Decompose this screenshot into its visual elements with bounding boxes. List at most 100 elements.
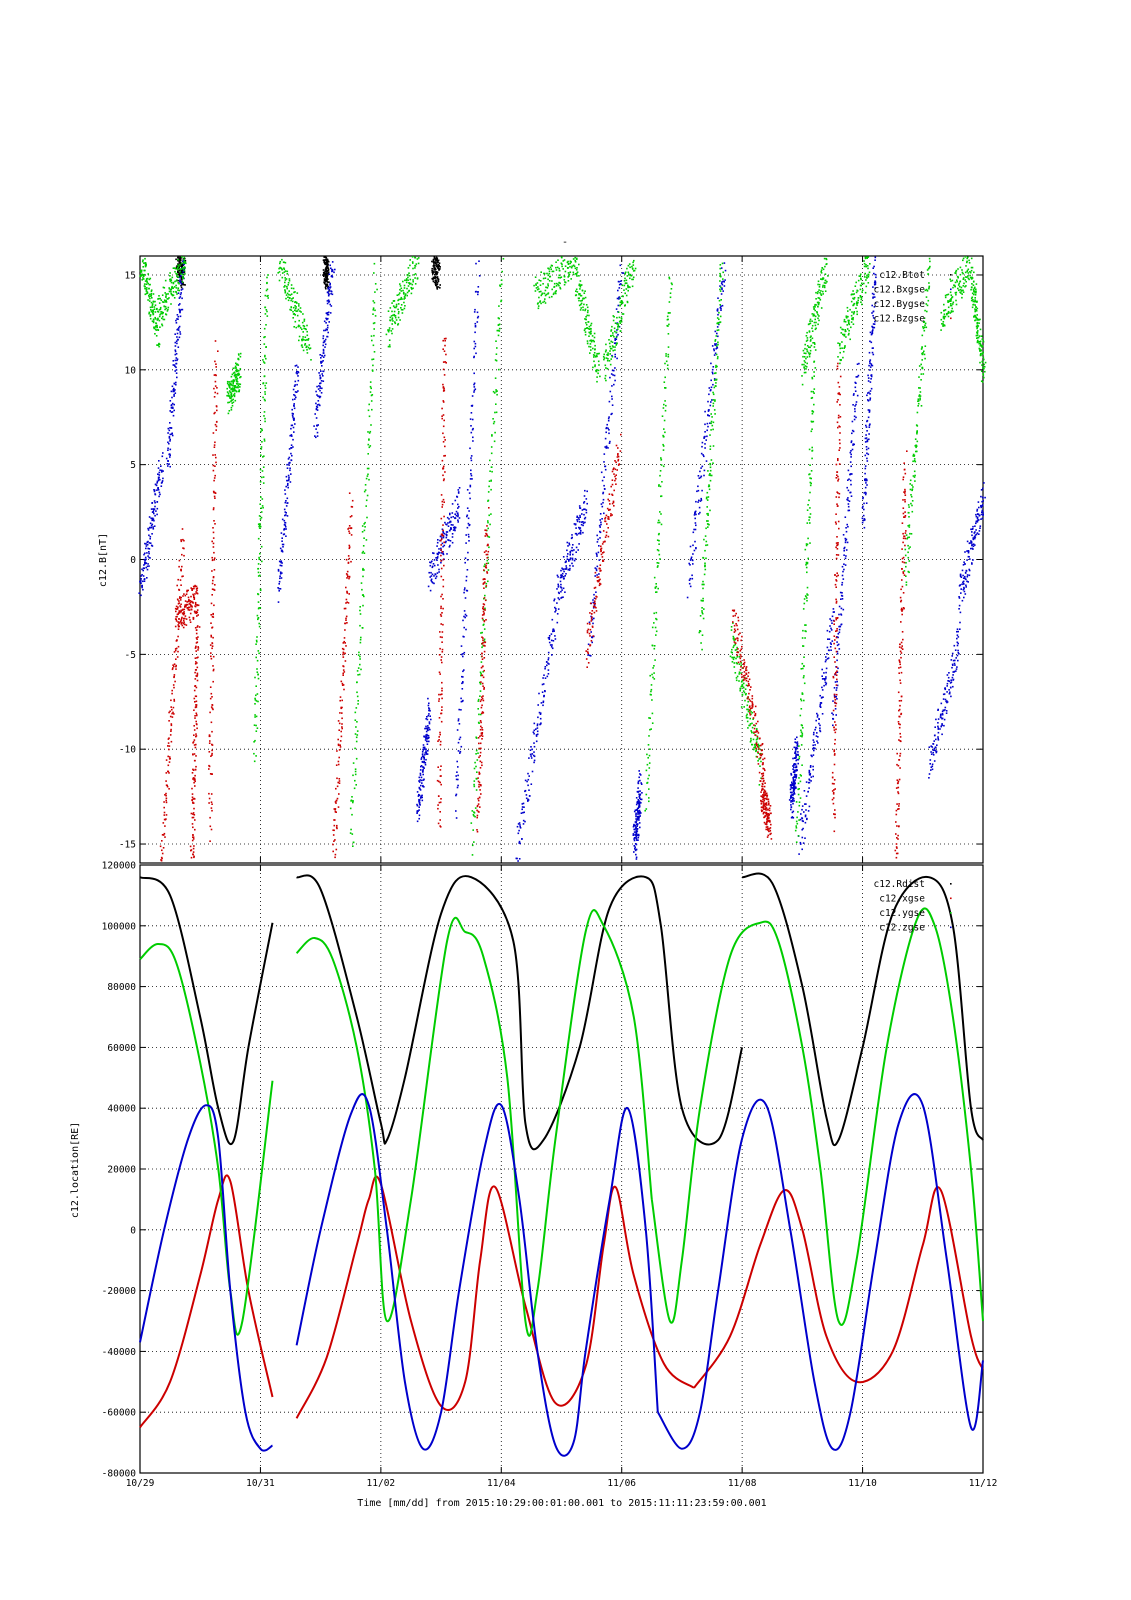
data-point — [168, 437, 171, 439]
data-point — [933, 740, 935, 742]
data-point — [365, 505, 367, 507]
data-point — [615, 338, 618, 340]
data-point — [864, 518, 866, 521]
data-point — [435, 283, 438, 286]
data-point — [487, 527, 489, 530]
data-point — [450, 524, 453, 526]
data-point — [462, 655, 464, 658]
data-point — [354, 733, 357, 735]
data-point — [647, 777, 649, 780]
data-point — [712, 445, 715, 447]
data-point — [490, 466, 493, 468]
data-point — [367, 467, 370, 470]
data-point — [984, 496, 986, 499]
data-point — [527, 778, 530, 781]
data-point — [471, 428, 474, 431]
data-point — [174, 349, 177, 351]
data-point — [370, 400, 373, 402]
data-point — [300, 344, 303, 347]
data-point — [793, 784, 796, 786]
data-point — [791, 784, 793, 786]
data-point — [605, 445, 608, 448]
data-point — [529, 795, 531, 797]
data-point — [619, 320, 622, 322]
data-point — [432, 261, 435, 263]
data-point — [174, 341, 177, 344]
data-point — [326, 269, 328, 272]
data-point — [825, 676, 827, 678]
data-point — [150, 310, 153, 313]
data-point — [322, 335, 325, 337]
data-point — [143, 283, 146, 285]
data-point — [736, 646, 738, 649]
data-point — [640, 798, 642, 801]
data-point — [470, 822, 473, 824]
data-point — [448, 518, 450, 520]
data-point — [614, 356, 616, 358]
data-point — [414, 264, 416, 267]
data-point — [460, 709, 462, 711]
data-point — [596, 565, 599, 568]
data-point — [701, 612, 704, 615]
data-point — [394, 322, 397, 325]
data-point — [178, 266, 180, 269]
data-point — [428, 736, 430, 739]
data-point — [705, 496, 708, 499]
data-point — [495, 389, 497, 391]
data-point — [593, 340, 595, 343]
data-point — [352, 801, 354, 804]
data-point — [541, 293, 543, 295]
data-point — [721, 262, 724, 265]
data-point — [866, 419, 869, 422]
data-point — [521, 808, 523, 811]
data-point — [296, 302, 298, 304]
data-point — [555, 282, 558, 285]
data-point — [254, 716, 256, 718]
data-point — [354, 768, 357, 770]
data-point — [146, 543, 149, 546]
data-point — [856, 376, 859, 378]
data-point — [586, 327, 588, 329]
data-point — [465, 575, 468, 578]
data-point — [426, 738, 428, 740]
data-point — [391, 332, 393, 335]
data-point — [730, 626, 733, 628]
data-point — [712, 402, 715, 405]
data-point — [624, 305, 626, 307]
data-point — [933, 747, 936, 750]
data-point — [813, 749, 815, 752]
data-point — [327, 294, 330, 297]
data-point — [590, 324, 592, 327]
data-point — [436, 281, 439, 284]
data-point — [553, 630, 555, 632]
data-point — [714, 343, 716, 345]
data-point — [391, 317, 394, 319]
data-point — [636, 825, 638, 827]
data-point — [804, 624, 806, 626]
data-point — [792, 810, 795, 813]
data-point — [431, 573, 434, 576]
data-point — [757, 743, 759, 746]
data-point — [266, 281, 268, 284]
data-point — [140, 269, 143, 272]
data-point — [627, 284, 629, 287]
data-point — [360, 668, 362, 671]
data-point — [552, 640, 555, 642]
data-point — [638, 822, 641, 824]
data-point — [731, 651, 733, 654]
data-point — [614, 367, 616, 369]
data-point — [232, 372, 235, 374]
data-point — [161, 455, 164, 458]
data-point — [278, 587, 280, 590]
data-point — [497, 317, 500, 319]
data-point — [543, 674, 545, 676]
data-point — [435, 282, 437, 284]
data-point — [329, 287, 331, 289]
data-point — [425, 734, 427, 736]
data-point — [588, 328, 591, 330]
data-point — [302, 336, 304, 338]
data-point — [816, 740, 818, 742]
data-point — [308, 348, 311, 350]
data-point — [330, 290, 333, 293]
data-point — [371, 394, 374, 396]
